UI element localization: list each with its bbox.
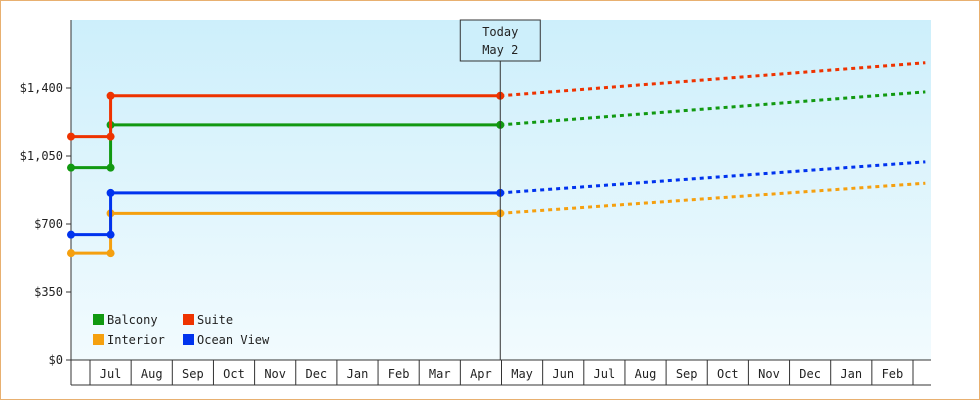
legend-item: Ocean View [183, 333, 270, 347]
x-tick-label: Dec [305, 367, 327, 381]
legend-label: Ocean View [197, 333, 270, 347]
x-tick-label: Feb [388, 367, 410, 381]
data-point [106, 132, 115, 141]
y-tick-label: $350 [34, 285, 63, 299]
x-tick-label: Feb [882, 367, 904, 381]
x-tick-label: Nov [758, 367, 780, 381]
x-tick-label: Sep [676, 367, 698, 381]
today-label: Today [482, 25, 518, 39]
data-point [106, 230, 115, 239]
legend-swatch [93, 334, 104, 345]
x-tick-label: Oct [717, 367, 739, 381]
today-box [459, 19, 541, 62]
x-tick-label: Oct [223, 367, 245, 381]
y-tick-label: $1,050 [20, 149, 63, 163]
y-axis: $0 $350 $700 $1,050 $1,400 [20, 20, 72, 367]
forecast-line [500, 90, 926, 127]
x-tick-label: Jun [552, 367, 574, 381]
x-tick-label: Sep [182, 367, 204, 381]
x-tick-label: Mar [429, 367, 451, 381]
x-tick-label: Jul [100, 367, 122, 381]
data-point [106, 163, 115, 172]
x-tick-label: Nov [264, 367, 286, 381]
legend-label: Balcony [107, 313, 158, 327]
data-point [106, 188, 115, 197]
legend-label: Interior [107, 333, 165, 347]
today-marker: Today May 2 [459, 19, 541, 360]
data-point [106, 91, 115, 100]
series-balcony [67, 90, 926, 172]
legend-item: Interior [93, 333, 165, 347]
legend-swatch [93, 314, 104, 325]
legend-swatch [183, 334, 194, 345]
forecast-line [500, 61, 926, 98]
x-tick-label: Aug [635, 367, 657, 381]
y-tick-label: $1,400 [20, 81, 63, 95]
series-layer [67, 61, 926, 258]
x-tick-label: Jan [840, 367, 862, 381]
x-tick-label: Dec [799, 367, 821, 381]
legend-label: Suite [197, 313, 233, 327]
y-tick-label: $0 [49, 353, 63, 367]
forecast-line [500, 181, 926, 215]
x-tick-label: Jan [347, 367, 369, 381]
data-point [67, 132, 75, 141]
legend-item: Suite [183, 313, 233, 327]
data-point [67, 249, 75, 258]
data-point [106, 249, 115, 258]
legend-swatch [183, 314, 194, 325]
x-tick-label: May [511, 367, 533, 381]
data-point [67, 163, 75, 172]
forecast-line [500, 160, 926, 195]
x-axis: Jul Aug Sep Oct Nov Dec Jan Feb Mar Apr May Jun Jul A… [70, 359, 931, 386]
today-date: May 2 [482, 43, 518, 57]
data-point [67, 230, 75, 239]
x-tick-label: Jul [594, 367, 616, 381]
history-line [71, 123, 501, 170]
history-line [71, 191, 501, 237]
series-suite [67, 61, 926, 141]
x-tick-label: Aug [141, 367, 163, 381]
legend: Balcony Suite Interior Ocean View [93, 313, 270, 347]
history-line [71, 94, 501, 139]
legend-item: Balcony [93, 313, 158, 327]
series-ocean-view [67, 160, 926, 239]
x-tick-label: Apr [470, 367, 492, 381]
y-tick-label: $700 [34, 217, 63, 231]
